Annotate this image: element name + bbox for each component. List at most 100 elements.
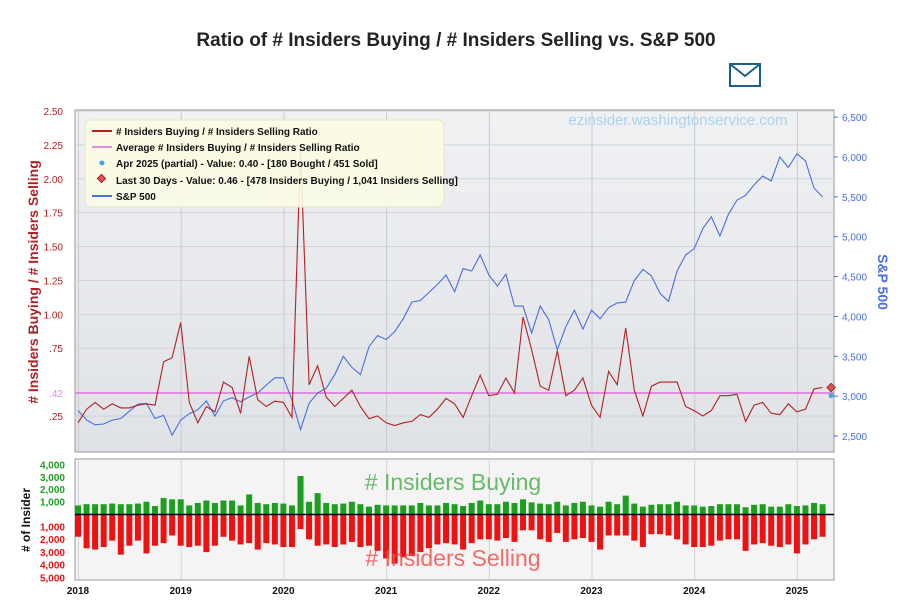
buying-bar	[408, 505, 415, 514]
selling-bar	[768, 515, 775, 546]
buying-bar	[383, 505, 390, 514]
buying-bar	[725, 504, 732, 514]
ratio-line	[77, 148, 823, 427]
selling-bar	[306, 515, 313, 540]
buying-bar	[271, 502, 278, 514]
selling-bar	[785, 515, 792, 545]
left-axis-tick-label: .42	[49, 389, 63, 400]
selling-bar	[434, 515, 441, 545]
buying-bar	[340, 503, 347, 514]
selling-bar	[528, 515, 535, 531]
buying-bar	[246, 494, 253, 514]
left-axis-tick-label: 1.50	[44, 243, 64, 254]
buying-bar	[485, 504, 492, 514]
selling-bar	[691, 515, 698, 547]
buying-bar	[468, 502, 475, 514]
buying-bar	[160, 498, 167, 514]
selling-bar	[579, 515, 586, 539]
selling-bar	[494, 515, 501, 541]
insiders-axis-label: # of Insider	[19, 488, 33, 552]
buying-bar	[793, 506, 800, 514]
selling-bar	[725, 515, 732, 540]
selling-bar	[263, 515, 270, 544]
selling-bar	[374, 515, 381, 551]
selling-bar	[400, 515, 407, 558]
selling-bar	[537, 515, 544, 540]
selling-bar	[152, 515, 159, 546]
selling-bar	[605, 515, 612, 536]
buying-bar	[177, 499, 184, 514]
selling-bar	[203, 515, 210, 553]
last30-ratio-marker	[826, 382, 836, 393]
selling-bar	[314, 515, 321, 546]
envelope-icon[interactable]	[729, 63, 761, 87]
buying-bar	[545, 504, 552, 514]
selling-bar	[811, 515, 818, 540]
buying-bar	[819, 504, 826, 514]
selling-bar	[751, 515, 758, 545]
buying-bar	[776, 506, 783, 514]
buying-bar	[451, 504, 458, 514]
selling-bar	[802, 515, 809, 545]
buying-bar	[751, 504, 758, 514]
watermark: ezinsider.washingtonservice.com	[568, 112, 787, 129]
left-axis-ticks: 2.50 2.25 2.00 1.75 1.50 1.25 1.00 .75 .42 .25	[44, 107, 64, 423]
insiders-axis-ticks: 4,0003,0002,0001,0001,0002,0003,0004,000…	[40, 461, 65, 585]
selling-bar	[169, 515, 176, 536]
right-axis-tick-label: 4,500	[842, 273, 867, 284]
buying-bar	[203, 500, 210, 514]
buying-bar	[374, 504, 381, 514]
buying-bar	[425, 505, 432, 514]
year-tick-label: 2020	[272, 586, 295, 597]
buying-bar	[460, 506, 467, 514]
selling-bar	[759, 515, 766, 544]
selling-bar	[348, 515, 355, 542]
buying-bar	[434, 505, 441, 514]
buying-bar	[400, 505, 407, 514]
selling-bar	[100, 515, 107, 547]
selling-bar	[571, 515, 578, 540]
left-axis-tick-label: 1.25	[44, 276, 64, 287]
buying-bar	[597, 506, 604, 514]
left-axis-tick-label: 1.00	[44, 310, 64, 321]
buying-bar	[229, 500, 236, 514]
buying-bar	[648, 504, 655, 514]
left-axis-tick-label: 1.75	[44, 209, 64, 220]
legend-item-average: Average # Insiders Buying / # Insiders S…	[116, 143, 360, 154]
selling-bar	[468, 515, 475, 544]
selling-bar	[674, 515, 681, 540]
buying-bar	[169, 499, 176, 514]
legend-item-apr2025: Apr 2025 (partial) - Value: 0.40 - [180 …	[116, 159, 378, 170]
buying-bar	[631, 503, 638, 514]
selling-bar	[417, 515, 424, 553]
buying-bar	[357, 504, 364, 514]
right-axis-tick-label: 5,000	[842, 233, 867, 244]
buying-bar	[134, 503, 141, 514]
buying-bar	[211, 502, 218, 514]
selling-bar	[656, 515, 663, 535]
buying-overlay-label: # Insiders Buying	[365, 469, 541, 495]
selling-axis-tick-label: 4,000	[40, 561, 65, 572]
right-axis-tick-label: 2,500	[842, 432, 867, 443]
buying-bar	[605, 501, 612, 514]
buying-bar	[186, 505, 193, 514]
legend-swatch-last30	[96, 173, 107, 184]
buying-axis-tick-label: 3,000	[40, 473, 65, 484]
buying-bar	[802, 505, 809, 514]
buying-bar	[811, 502, 818, 514]
selling-bar	[194, 515, 201, 546]
buying-bar	[639, 506, 646, 514]
sp500-line	[77, 152, 823, 437]
year-tick-label: 2021	[375, 586, 398, 597]
envelope-flap	[729, 63, 761, 78]
selling-bar	[109, 515, 116, 541]
selling-bar	[323, 515, 330, 545]
buying-bar	[117, 504, 124, 514]
buying-bar	[502, 501, 509, 514]
selling-bar	[280, 515, 287, 547]
buying-bar	[699, 506, 706, 514]
selling-bar	[220, 515, 227, 537]
selling-bar	[502, 515, 509, 539]
selling-bar	[699, 515, 706, 547]
selling-bar	[177, 515, 184, 546]
